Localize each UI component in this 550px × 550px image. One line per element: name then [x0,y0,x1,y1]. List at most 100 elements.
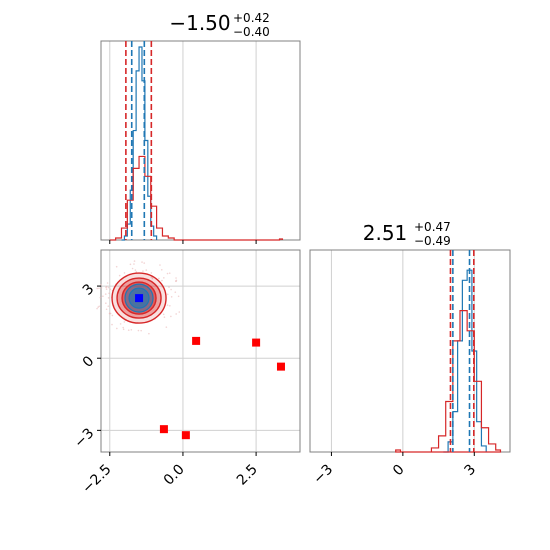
x-title-sup: +0.42 [233,11,270,25]
joint-sample-point [143,262,146,264]
y-marginal-panel: −3 0 3 [309,249,511,488]
joint-sample-point [108,292,110,295]
joint-sample-point [116,327,118,330]
joint-y-tick-label: 0 [80,353,98,371]
joint-sample-point [166,304,169,306]
joint-red-marker [181,431,190,440]
joint-sample-point [170,315,172,318]
joint-sample-point [133,260,136,262]
joint-red-marker [252,338,261,347]
joint-sample-point [150,272,153,274]
joint-sample-point [145,269,148,271]
joint-sample-point [129,263,132,266]
joint-sample-point [163,277,165,279]
joint-red-marker [192,336,201,345]
joint-sample-point [134,269,137,271]
joint-truth-marker [135,294,144,303]
joint-x-tick-label: 2.5 [234,462,261,489]
y-title-sup: +0.47 [414,220,451,234]
right-x-tick-label: 0 [390,462,408,480]
joint-sample-point [166,293,169,296]
joint-sample-point [118,274,121,277]
joint-sample-point [122,328,125,331]
joint-sample-point [162,313,165,316]
joint-sample-point [158,277,160,280]
joint-sample-point [119,323,122,325]
x-marginal-title: −1.50 [169,11,230,35]
joint-sample-point [96,307,98,310]
joint-sample-point [151,277,154,280]
joint-sample-point [133,263,135,265]
joint-sample-point [105,302,107,305]
joint-x-tick-label: 0.0 [161,462,188,489]
joint-sample-point [104,293,107,295]
joint-sample-point [140,329,142,332]
joint-sample-point [170,288,172,291]
joint-sample-point [109,288,112,291]
joint-sample-point [175,277,177,279]
right-series-line [395,310,502,453]
joint-sample-point [98,287,100,290]
joint-sample-point [169,304,171,307]
y-marginal-title: 2.51 [363,221,408,245]
joint-sample-point [127,329,130,331]
joint-sample-point [170,296,173,298]
joint-sample-point [105,288,108,290]
joint-sample-point [131,267,134,270]
joint-sample-point [165,326,168,328]
y-title-center: 2.51 [363,221,408,245]
joint-sample-point [123,321,126,323]
joint-sample-point [105,308,108,311]
joint-sample-point [111,323,113,326]
joint-sample-point [102,295,104,298]
joint-sample-point [142,270,144,272]
joint-sample-point [148,332,150,335]
joint-sample-point [96,287,98,290]
joint-sample-point [105,285,108,288]
joint-sample-point [175,313,177,315]
joint-x-tick-label: −2.5 [79,462,114,497]
joint-sample-point [107,297,110,299]
x-title-center: −1.50 [169,11,230,35]
right-x-tick-label: −3 [310,462,336,488]
joint-sample-point [178,311,181,313]
joint-sample-point [106,282,109,284]
joint-sample-point [108,312,111,315]
joint-y-tick-label: −3 [71,425,97,451]
joint-sample-point [135,271,138,273]
x-title-sub: −0.40 [233,25,270,39]
joint-sample-point [177,295,180,298]
joint-sample-point [99,296,102,299]
joint-sample-point [115,265,118,268]
joint-sample-point [111,314,114,317]
joint-sample-point [123,272,126,274]
joint-sample-point [137,329,140,332]
joint-panel: −2.5 0.0 2.5 3 0 −3 [71,249,301,497]
joint-sample-point [122,326,124,329]
joint-sample-point [97,306,99,308]
joint-sample-point [160,268,163,271]
joint-sample-point [166,272,169,275]
joint-sample-point [163,316,166,318]
joint-red-marker [159,425,168,434]
joint-sample-point [107,305,110,307]
joint-sample-point [159,264,161,266]
joint-sample-point [161,279,163,282]
right-x-tick-label: 3 [461,462,479,480]
joint-sample-point [98,305,101,308]
joint-y-tick-label: 3 [80,281,98,299]
joint-frame [100,249,301,453]
joint-sample-point [107,286,110,289]
joint-sample-point [168,272,171,274]
joint-sample-point [175,280,177,283]
joint-sample-point [174,291,177,294]
joint-sample-point [168,286,170,288]
joint-sample-point [141,261,143,263]
joint-sample-point [130,329,133,331]
joint-sample-point [100,284,102,286]
x-marginal-panel [100,40,301,244]
joint-sample-point [100,287,103,289]
y-title-sub: −0.49 [414,234,451,248]
joint-red-marker [276,362,285,371]
